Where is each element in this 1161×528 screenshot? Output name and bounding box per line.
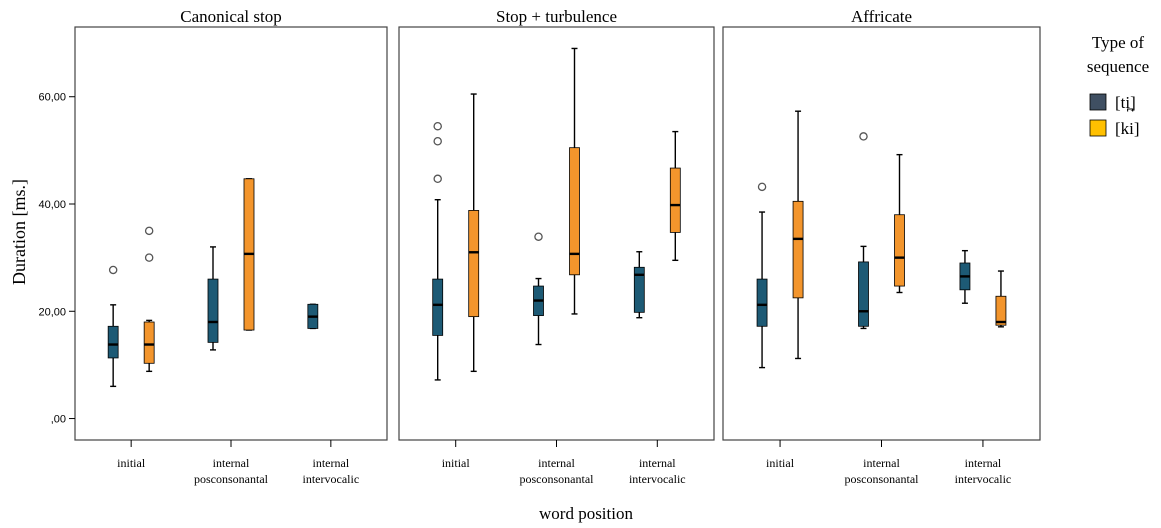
- legend: Type of sequence [ti̪] [ki]: [1087, 33, 1149, 138]
- y-tick-label: 20,00: [38, 306, 66, 318]
- x-tick-label: posconsonantal: [194, 472, 269, 486]
- x-tick-label: intervocalic: [629, 472, 686, 486]
- x-tick-label: initial: [766, 456, 795, 470]
- legend-swatch: [1089, 119, 1107, 137]
- y-tick-label: 40,00: [38, 199, 66, 211]
- box-plot-ki: [468, 93, 480, 373]
- box: [207, 278, 219, 343]
- box-plot-ti: [756, 182, 768, 369]
- x-tick-label: internal: [863, 456, 900, 470]
- x-tick-label: intervocalic: [303, 472, 360, 486]
- box-plot-ki: [995, 270, 1007, 328]
- box-plot-ti: [633, 251, 645, 319]
- box: [669, 167, 681, 233]
- x-tick-label: initial: [117, 456, 146, 470]
- box: [995, 295, 1007, 326]
- panel: Affricate initial internal posconsonantal in…: [722, 7, 1041, 486]
- y-axis: ,00 20,00 40,00 60,00: [38, 92, 75, 426]
- box-plot-ti: [207, 246, 219, 351]
- box: [143, 321, 155, 364]
- box-plot-ti: [533, 232, 544, 346]
- box-plot-ki: [669, 130, 681, 262]
- box-plot-ki: [569, 47, 580, 315]
- panel-title: Affricate: [851, 7, 912, 26]
- legend-title: Type of: [1092, 33, 1144, 52]
- x-tick-label: posconsonantal: [520, 472, 595, 486]
- x-tick-label: intervocalic: [955, 472, 1012, 486]
- box-plot-ti: [107, 265, 119, 388]
- panel-frame: [398, 26, 715, 441]
- box: [633, 266, 645, 313]
- box-plot-ki: [894, 153, 905, 294]
- panel-frame: [722, 26, 1041, 441]
- box-plot-ki: [243, 178, 255, 331]
- outlier-point: [859, 132, 868, 141]
- box-plot-ti: [858, 132, 869, 330]
- box: [858, 261, 869, 327]
- box: [569, 147, 580, 276]
- outlier-point: [144, 253, 154, 262]
- box: [468, 210, 480, 318]
- legend-title: sequence: [1087, 57, 1149, 76]
- panel: Stop + turbulence initial internal posconso…: [398, 7, 715, 486]
- panel: Canonical stop initial internal posconsonan…: [74, 7, 388, 486]
- panel-title: Stop + turbulence: [496, 7, 617, 26]
- x-tick-label: internal: [538, 456, 575, 470]
- legend-swatch: [1089, 93, 1107, 111]
- x-tick-label: internal: [639, 456, 676, 470]
- box-plot-ti: [959, 249, 971, 304]
- y-axis-label: Duration [ms.]: [9, 179, 29, 285]
- panel-title: Canonical stop: [180, 7, 282, 26]
- outlier-point: [144, 226, 154, 236]
- outlier-point: [433, 121, 442, 131]
- y-tick-label: 60,00: [38, 92, 66, 104]
- y-tick-label: ,00: [51, 414, 66, 426]
- outlier-point: [108, 265, 118, 275]
- box-plot-ki: [792, 110, 804, 360]
- box-plot-ti: [432, 121, 444, 381]
- outlier-point: [433, 136, 442, 146]
- outlier-point: [534, 232, 543, 241]
- x-tick-label: internal: [965, 456, 1002, 470]
- legend-label: [ki]: [1115, 119, 1140, 138]
- box-plot-ti: [307, 303, 319, 330]
- panels-layer: Canonical stop initial internal posconsonan…: [74, 7, 1041, 486]
- box: [792, 200, 804, 299]
- legend-label: [ti̪]: [1115, 93, 1136, 113]
- box: [107, 325, 119, 359]
- x-tick-label: internal: [313, 456, 350, 470]
- panel-frame: [74, 26, 388, 441]
- x-tick-label: posconsonantal: [845, 472, 920, 486]
- box: [432, 278, 444, 336]
- box-plot-ki: [143, 226, 155, 373]
- outlier-point: [757, 182, 767, 192]
- box: [756, 278, 768, 327]
- box: [894, 214, 905, 287]
- x-axis-label: word position: [539, 504, 633, 523]
- x-tick-label: internal: [213, 456, 250, 470]
- outlier-point: [433, 174, 442, 184]
- x-tick-label: initial: [442, 456, 471, 470]
